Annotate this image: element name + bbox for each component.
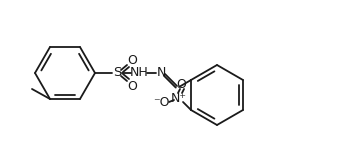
Text: NH: NH xyxy=(130,67,148,80)
Text: N⁺: N⁺ xyxy=(171,91,187,104)
Text: O: O xyxy=(127,80,137,93)
Text: ⁻O: ⁻O xyxy=(153,95,169,108)
Text: S: S xyxy=(113,67,121,80)
Text: N: N xyxy=(156,67,166,80)
Text: O: O xyxy=(176,78,186,91)
Text: O: O xyxy=(127,54,137,67)
